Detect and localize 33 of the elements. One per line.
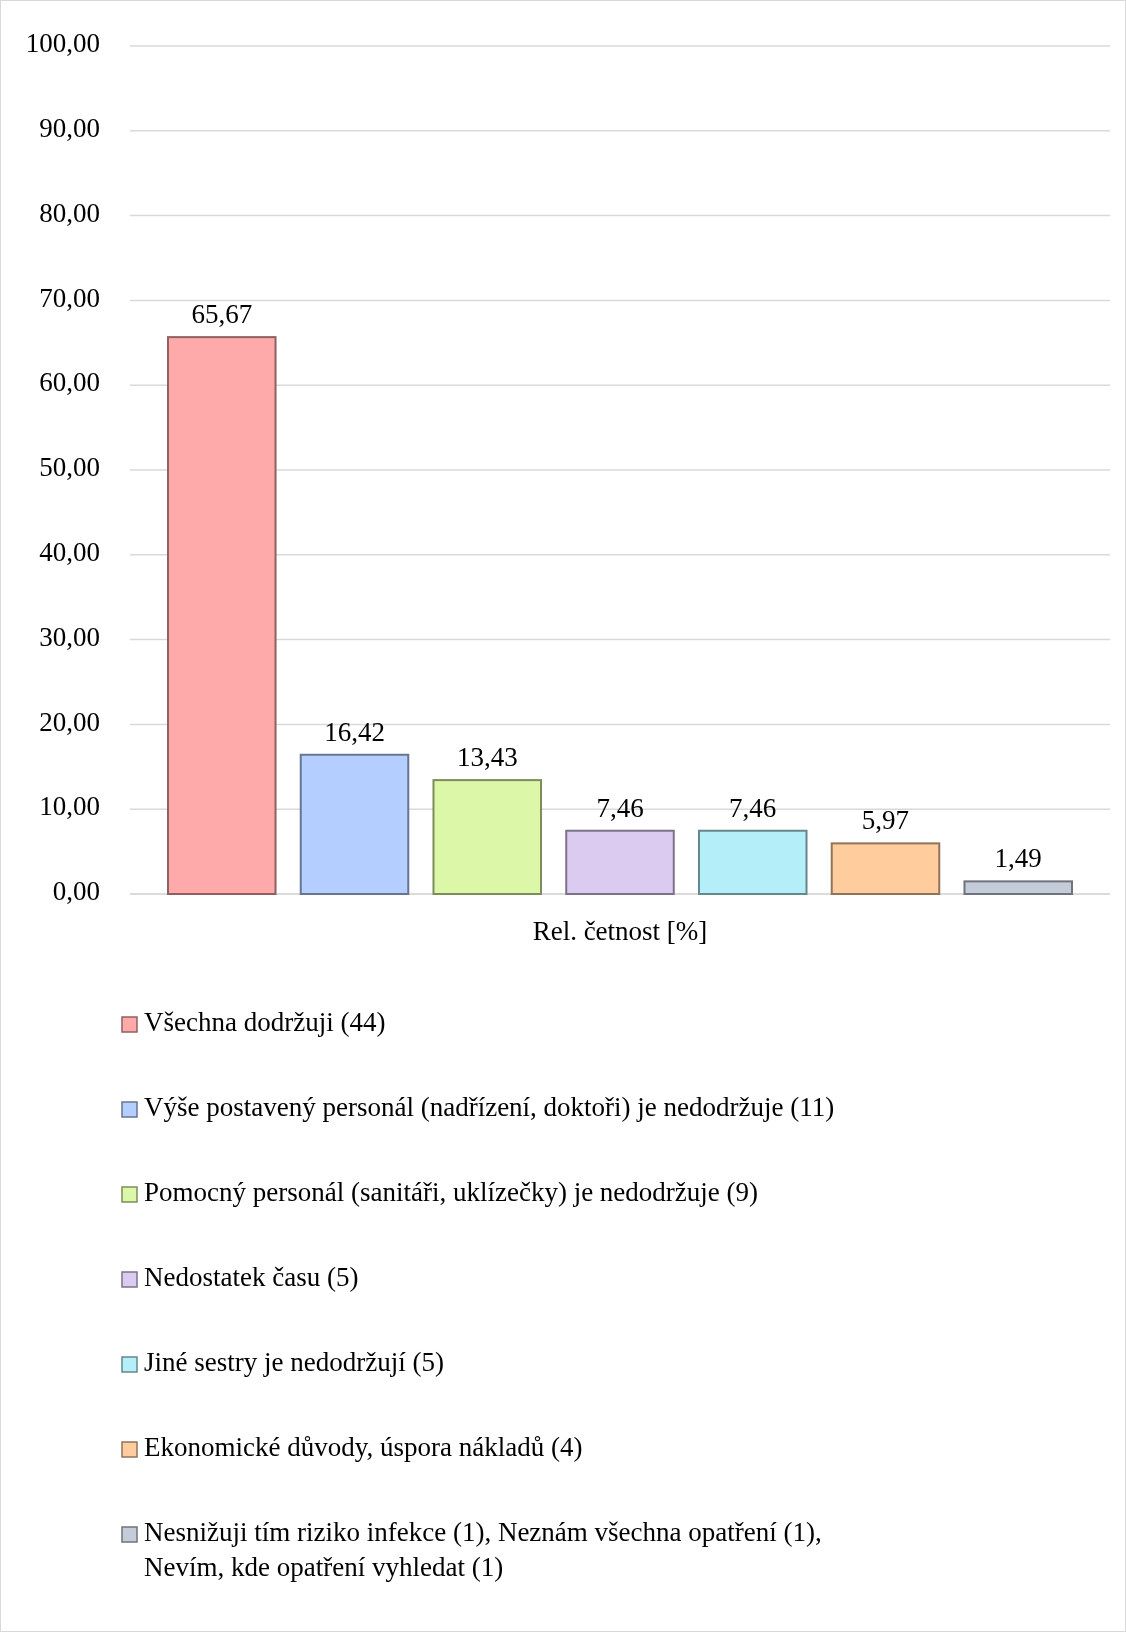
legend-label: Jiné sestry je nedodržují (5) bbox=[144, 1347, 444, 1378]
data-label: 16,42 bbox=[324, 716, 385, 747]
y-tick-label: 20,00 bbox=[39, 706, 100, 737]
y-tick-label: 0,00 bbox=[52, 876, 100, 907]
legend-label: Výše postavený personál (nadřízení, doktoři) je nedodržuje (11) bbox=[144, 1092, 835, 1123]
bar bbox=[963, 880, 1073, 895]
y-tick-label: 10,00 bbox=[39, 791, 100, 822]
bar bbox=[167, 336, 277, 895]
y-tick-label: 60,00 bbox=[39, 367, 100, 398]
legend-label: Nedostatek času (5) bbox=[144, 1262, 359, 1293]
x-tick-label: Rel. četnost [%] bbox=[532, 916, 708, 946]
data-label: 65,67 bbox=[191, 299, 253, 330]
bar bbox=[697, 829, 808, 895]
bar bbox=[565, 829, 675, 895]
data-label: 1,49 bbox=[994, 843, 1042, 874]
y-tick-label: 30,00 bbox=[39, 621, 100, 652]
data-label: 5,97 bbox=[861, 805, 910, 836]
bar bbox=[830, 842, 941, 895]
data-label: 7,46 bbox=[596, 792, 644, 823]
y-tick-label: 50,00 bbox=[39, 452, 100, 483]
legend-label: Nesnižuji tím riziko infekce (1), Neznám všechna opatření (1), Nevím, kde opatření vyhledat (1) bbox=[144, 1517, 822, 1583]
y-tick-label: 70,00 bbox=[39, 282, 100, 313]
bar bbox=[299, 753, 410, 895]
bar bbox=[432, 779, 543, 895]
y-tick-label: 80,00 bbox=[39, 197, 100, 228]
y-tick-label: 100,00 bbox=[25, 28, 100, 59]
data-label: 13,43 bbox=[456, 742, 518, 773]
y-tick-label: 90,00 bbox=[39, 113, 100, 143]
y-tick-label: 40,00 bbox=[39, 537, 100, 567]
legend-label: Pomocný personál (sanitáři, uklízečky) je nedodržuje (9) bbox=[144, 1177, 759, 1208]
legend-label: Všechna dodržuji (44) bbox=[144, 1007, 386, 1038]
legend-label: Ekonomické důvody, úspora nákladů (4) bbox=[144, 1432, 583, 1463]
data-label: 7,46 bbox=[729, 792, 777, 823]
